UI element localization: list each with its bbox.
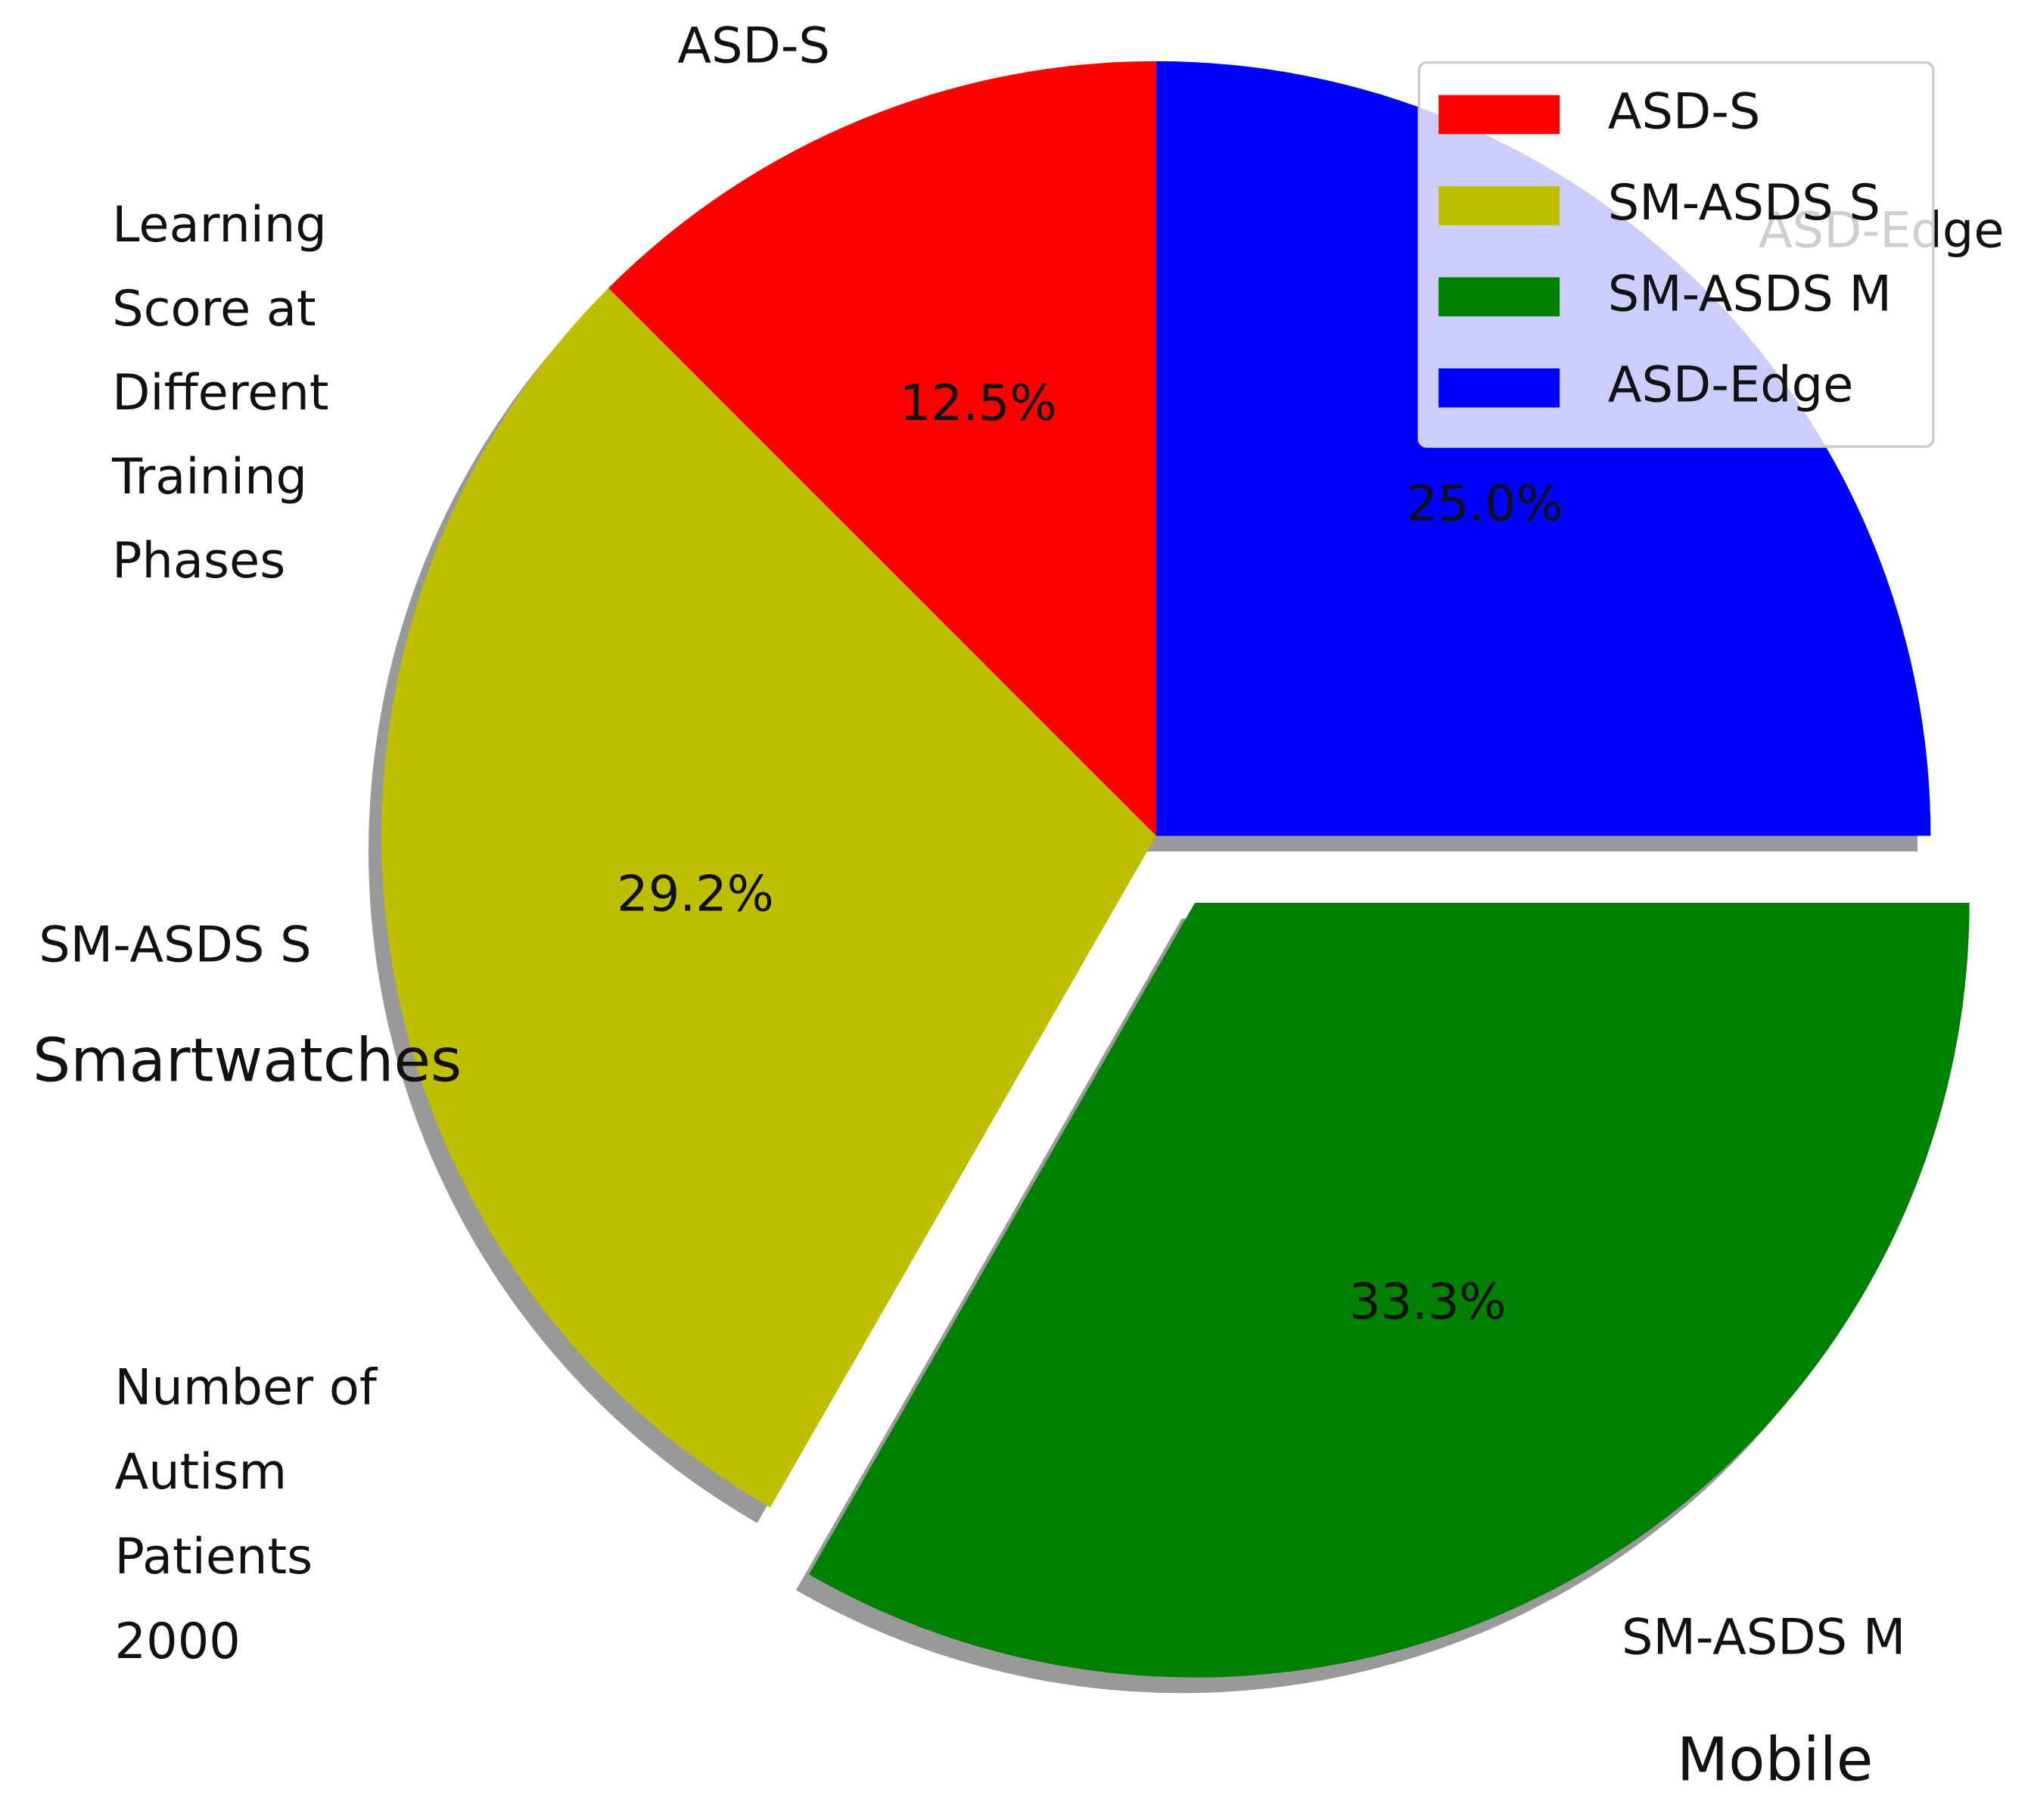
category-label: ASD-S [677, 17, 830, 74]
annotation: Phases [112, 532, 285, 590]
value-label: 25.0% [1406, 475, 1563, 533]
annotation: Different [112, 364, 328, 422]
legend-swatch [1438, 186, 1560, 226]
legend-box [1417, 61, 1935, 448]
legend: ASD-S SM-ASDS S SM-ASDS M ASD-Edge [1417, 61, 1935, 448]
legend-swatch [1438, 368, 1560, 408]
annotation: Number of [115, 1358, 378, 1416]
legend-label: ASD-S [1608, 82, 1761, 140]
legend-label: ASD-Edge [1608, 356, 1854, 414]
legend-swatch [1438, 95, 1560, 135]
annotation: Autism [115, 1443, 288, 1501]
annotation: Smartwatches [33, 1026, 462, 1096]
legend-label: SM-ASDS M [1608, 265, 1892, 322]
category-label: SM-ASDS S [39, 916, 311, 974]
value-label: 33.3% [1349, 1274, 1507, 1331]
wedge [608, 61, 1156, 836]
wedge [809, 903, 1970, 1678]
annotation: Training [111, 448, 307, 506]
value-label: 12.5% [900, 375, 1057, 432]
legend-swatch [1438, 277, 1560, 317]
annotation: 2000 [115, 1613, 241, 1670]
annotation: Score at [112, 280, 316, 338]
wedge [1155, 61, 1931, 836]
wedge [381, 288, 1156, 1507]
legend-label: SM-ASDS S [1608, 174, 1880, 232]
value-label: 29.2% [617, 865, 774, 922]
annotation: Learning [112, 196, 327, 254]
category-label: SM-ASDS M [1622, 1609, 1905, 1666]
annotation: Mobile [1677, 1725, 1874, 1795]
annotation: Patients [115, 1528, 313, 1585]
